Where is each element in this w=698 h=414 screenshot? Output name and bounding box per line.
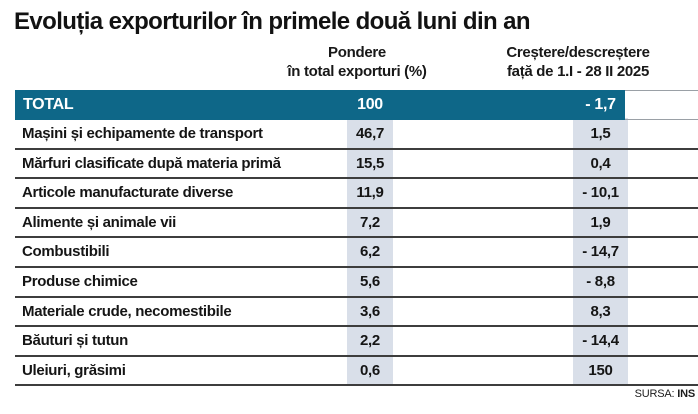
row-change-value: - 1,7 bbox=[585, 96, 616, 113]
row-share-value: 11,9 bbox=[356, 184, 384, 202]
row-share-value: 6,2 bbox=[360, 243, 380, 261]
column-header-change-line2: față de 1.I - 28 II 2025 bbox=[506, 63, 650, 80]
change-column-band bbox=[573, 118, 628, 385]
row-label: Mașini și echipamente de transport bbox=[22, 125, 263, 142]
row-share-value: 3,6 bbox=[360, 302, 380, 320]
row-change-value: 150 bbox=[588, 361, 613, 379]
exports-table: TOTAL 100 - 1,7 Mașini și echipamente de… bbox=[15, 90, 698, 387]
column-header-change: Creștere/descreștere față de 1.I - 28 II… bbox=[470, 43, 686, 81]
row-change-value: 8,3 bbox=[590, 302, 611, 320]
row-share-value: 0,6 bbox=[360, 361, 380, 379]
table-row: Alimente și animale vii 7,2 1,9 bbox=[15, 209, 698, 239]
row-change-value: - 8,8 bbox=[586, 272, 615, 290]
source-label: SURSA: bbox=[634, 388, 675, 400]
row-share-value: 100 bbox=[357, 96, 383, 113]
row-share-value: 7,2 bbox=[360, 213, 380, 231]
table-row: Băuturi și tutun 2,2 - 14,4 bbox=[15, 327, 698, 357]
table-row: Mărfuri clasificate după materia primă 1… bbox=[15, 150, 698, 180]
row-label: Alimente și animale vii bbox=[22, 213, 176, 231]
row-change-value: - 14,7 bbox=[582, 243, 619, 261]
table-row: Produse chimice 5,6 - 8,8 bbox=[15, 268, 698, 298]
row-change-value: 1,5 bbox=[590, 125, 611, 142]
row-label: Materiale crude, necomestibile bbox=[22, 302, 232, 320]
row-share-value: 5,6 bbox=[360, 272, 380, 290]
row-label: Uleiuri, grăsimi bbox=[22, 361, 126, 379]
column-header-share: Pondere în total exporturi (%) bbox=[253, 43, 461, 81]
table-row: Mașini și echipamente de transport 46,7 … bbox=[15, 120, 698, 150]
column-header-share-line1: Pondere bbox=[328, 44, 386, 61]
column-header-change-line1: Creștere/descreștere bbox=[506, 44, 650, 61]
row-label: Mărfuri clasificate după materia primă bbox=[22, 154, 281, 172]
table-row-total: TOTAL 100 - 1,7 bbox=[15, 90, 698, 120]
row-change-value: 0,4 bbox=[590, 154, 611, 172]
table-row: Combustibili 6,2 - 14,7 bbox=[15, 238, 698, 268]
row-label: Băuturi și tutun bbox=[22, 332, 129, 350]
row-share-value: 2,2 bbox=[360, 332, 380, 350]
page-title: Evoluția exporturilor în primele două lu… bbox=[14, 8, 531, 35]
row-label: TOTAL bbox=[23, 96, 74, 113]
table-row: Materiale crude, necomestibile 3,6 8,3 bbox=[15, 298, 698, 328]
row-share-value: 15,5 bbox=[356, 154, 384, 172]
total-row-highlight bbox=[15, 90, 625, 120]
table-row: Articole manufacturate diverse 11,9 - 10… bbox=[15, 179, 698, 209]
row-change-value: 1,9 bbox=[590, 213, 611, 231]
row-label: Articole manufacturate diverse bbox=[22, 184, 234, 202]
source-credit: SURSA: INS bbox=[634, 388, 696, 400]
row-change-value: - 14,4 bbox=[582, 332, 619, 350]
row-label: Produse chimice bbox=[22, 272, 138, 290]
row-share-value: 46,7 bbox=[356, 125, 384, 142]
table-row: Uleiuri, grăsimi 0,6 150 bbox=[15, 357, 698, 387]
source-value: INS bbox=[677, 388, 695, 400]
row-change-value: - 10,1 bbox=[582, 184, 619, 202]
share-column-band bbox=[347, 118, 393, 385]
column-header-share-line2: în total exporturi (%) bbox=[287, 63, 427, 80]
row-label: Combustibili bbox=[22, 243, 110, 261]
